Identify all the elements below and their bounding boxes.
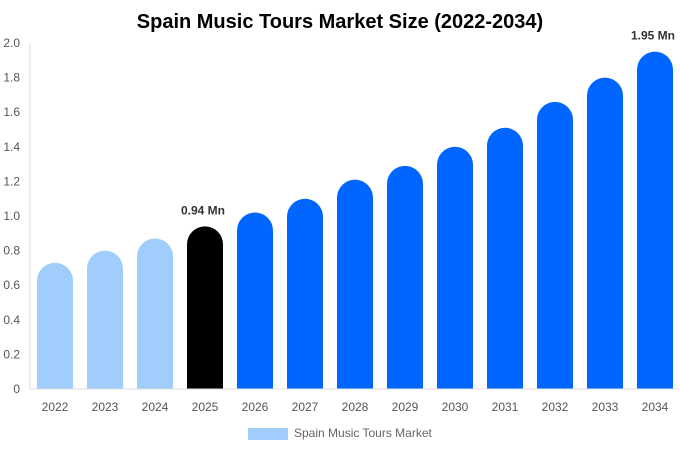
bar-2026: [237, 212, 273, 389]
y-tick-label: 1.6: [3, 105, 20, 119]
y-tick-label: 2.0: [3, 36, 20, 50]
x-tick-label: 2027: [292, 400, 319, 414]
x-tick-label: 2030: [442, 400, 469, 414]
bar-2033: [587, 77, 623, 389]
y-tick-label: 1.2: [3, 174, 20, 188]
bar-2027: [287, 198, 323, 389]
x-tick-label: 2026: [242, 400, 269, 414]
bar-2030: [437, 146, 473, 389]
y-tick-label: 0.4: [3, 313, 20, 327]
bar-2031: [487, 127, 523, 389]
bar-2028: [337, 179, 373, 389]
bar-2025: [187, 226, 223, 389]
bar-2024: [137, 238, 173, 389]
x-tick-label: 2024: [142, 400, 169, 414]
bar-2022: [37, 262, 73, 389]
x-tick-label: 2023: [92, 400, 119, 414]
bar-2029: [387, 165, 423, 389]
y-tick-label: 1.4: [3, 140, 20, 154]
y-tick-label: 0.2: [3, 347, 20, 361]
y-tick-label: 1.0: [3, 209, 20, 223]
data-label-2025: 0.94 Mn: [181, 203, 225, 217]
x-tick-label: 2033: [592, 400, 619, 414]
y-tick-label: 0.8: [3, 244, 20, 258]
legend-swatch: [248, 428, 288, 440]
y-tick-label: 0: [13, 382, 20, 396]
y-tick-label: 1.8: [3, 71, 20, 85]
x-tick-label: 2029: [392, 400, 419, 414]
x-tick-label: 2025: [192, 400, 219, 414]
x-tick-label: 2034: [642, 400, 669, 414]
data-label-2034: 1.95 Mn: [631, 29, 675, 43]
bar-2034: [637, 51, 673, 390]
x-tick-label: 2032: [542, 400, 569, 414]
y-tick-label: 0.6: [3, 278, 20, 292]
legend-label[interactable]: Spain Music Tours Market: [294, 426, 432, 440]
bar-2032: [537, 101, 573, 389]
chart-title: Spain Music Tours Market Size (2022-2034…: [137, 11, 543, 33]
x-tick-label: 2028: [342, 400, 369, 414]
x-tick-label: 2031: [492, 400, 519, 414]
x-tick-label: 2022: [42, 400, 69, 414]
bar-2023: [87, 250, 123, 389]
